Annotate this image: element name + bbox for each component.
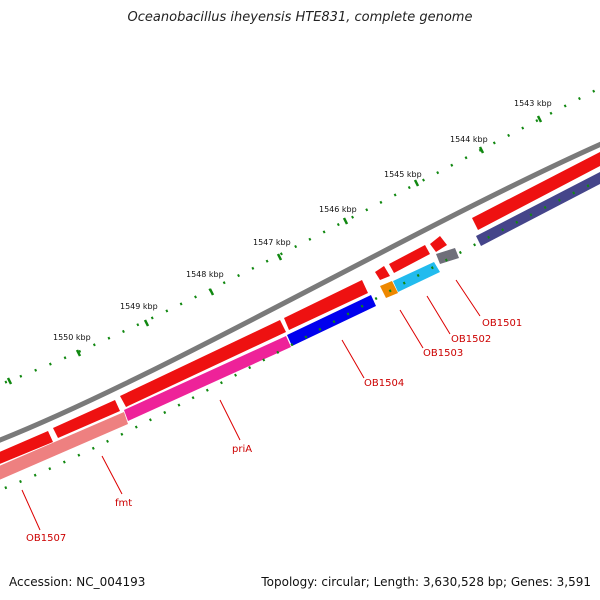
gene-block[interactable] xyxy=(120,320,286,407)
gene-block[interactable] xyxy=(380,281,398,298)
ruler-label-1546: 1546 kbp xyxy=(319,205,357,214)
label-leaders xyxy=(21,279,481,531)
gene-block[interactable] xyxy=(436,248,459,264)
ruler-ring xyxy=(0,86,600,386)
ruler-label-1548: 1548 kbp xyxy=(186,270,224,279)
genome-backbone xyxy=(0,141,600,443)
gene-label-fmt[interactable]: fmt xyxy=(115,498,132,509)
gene-label-pria[interactable]: priA xyxy=(232,444,252,455)
gene-block[interactable] xyxy=(287,295,376,346)
gene-block[interactable] xyxy=(430,236,447,252)
forward-strand xyxy=(0,152,600,468)
gene-block[interactable] xyxy=(0,431,53,468)
gene-block[interactable] xyxy=(393,262,440,292)
ruler-label-1549: 1549 kbp xyxy=(120,302,158,311)
gene-block[interactable] xyxy=(375,266,390,280)
reverse-strand xyxy=(0,172,600,484)
gene-label-ob1501[interactable]: OB1501 xyxy=(482,318,522,329)
gene-block[interactable] xyxy=(472,152,600,230)
gene-label-ob1502[interactable]: OB1502 xyxy=(451,334,491,345)
ruler-label-1544: 1544 kbp xyxy=(450,135,488,144)
genome-summary: Topology: circular; Length: 3,630,528 bp… xyxy=(261,575,591,589)
map-title: Oceanobacillus iheyensis HTE831, complet… xyxy=(127,10,473,25)
ruler-label-1550: 1550 kbp xyxy=(53,333,91,342)
ruler-label-1547: 1547 kbp xyxy=(253,238,291,247)
gene-block[interactable] xyxy=(53,400,120,438)
gene-label-ob1507[interactable]: OB1507 xyxy=(26,533,66,544)
ruler-label-1543: 1543 kbp xyxy=(514,99,552,108)
gene-label-ob1503[interactable]: OB1503 xyxy=(423,348,463,359)
gene-block[interactable] xyxy=(389,245,430,273)
accession-label: Accession: NC_004193 xyxy=(9,575,146,589)
gene-block[interactable] xyxy=(476,172,600,246)
gene-block[interactable] xyxy=(284,280,368,330)
gene-label-ob1504[interactable]: OB1504 xyxy=(364,378,404,389)
gene-block[interactable] xyxy=(0,412,128,484)
ruler-label-1545: 1545 kbp xyxy=(384,170,422,179)
gene-block[interactable] xyxy=(124,336,291,421)
